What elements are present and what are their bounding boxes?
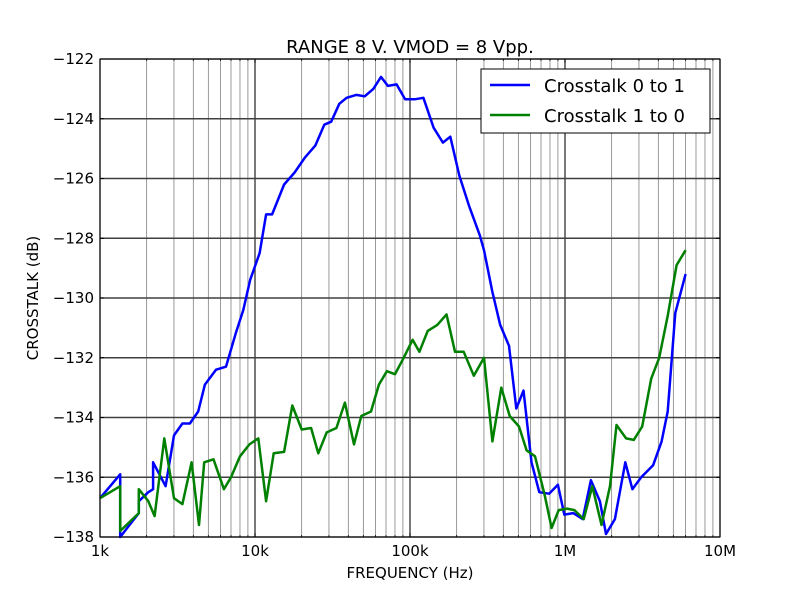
x-axis-label: FREQUENCY (Hz) — [346, 564, 473, 582]
legend-label-series-1: Crosstalk 1 to 0 — [544, 106, 685, 127]
legend: Crosstalk 0 to 1 Crosstalk 1 to 0 — [480, 68, 711, 134]
y-tick-label: −128 — [53, 229, 94, 247]
y-tick-label: −138 — [53, 528, 94, 546]
x-tick-label: 10k — [241, 542, 269, 560]
y-tick-label: −136 — [53, 468, 94, 486]
y-axis-label: CROSSTALK (dB) — [24, 236, 42, 360]
chart-title: RANGE 8 V. VMOD = 8 Vpp. — [286, 37, 534, 58]
y-tick-label: −124 — [53, 110, 94, 128]
legend-label-series-0: Crosstalk 0 to 1 — [544, 76, 685, 97]
series-layer — [99, 75, 687, 539]
y-tick-label: −126 — [53, 170, 94, 188]
legend-box — [480, 68, 711, 134]
x-tick-label: 10M — [704, 542, 736, 560]
x-tick-label: 1k — [91, 542, 110, 560]
series-line-1 — [99, 249, 687, 533]
series-line-0 — [99, 75, 687, 539]
x-tick-labels: 1k 10k 100k 1M 10M — [91, 542, 736, 560]
x-tick-label: 100k — [391, 542, 429, 560]
tick-marks — [99, 58, 721, 538]
y-tick-label: −132 — [53, 349, 94, 367]
y-tick-label: −134 — [53, 409, 94, 427]
y-tick-label: −130 — [53, 289, 94, 307]
x-tick-label: 1M — [554, 542, 577, 560]
y-tick-label: −122 — [53, 50, 94, 68]
y-tick-labels: −122 −124 −126 −128 −130 −132 −134 −136 −138 — [53, 50, 94, 546]
